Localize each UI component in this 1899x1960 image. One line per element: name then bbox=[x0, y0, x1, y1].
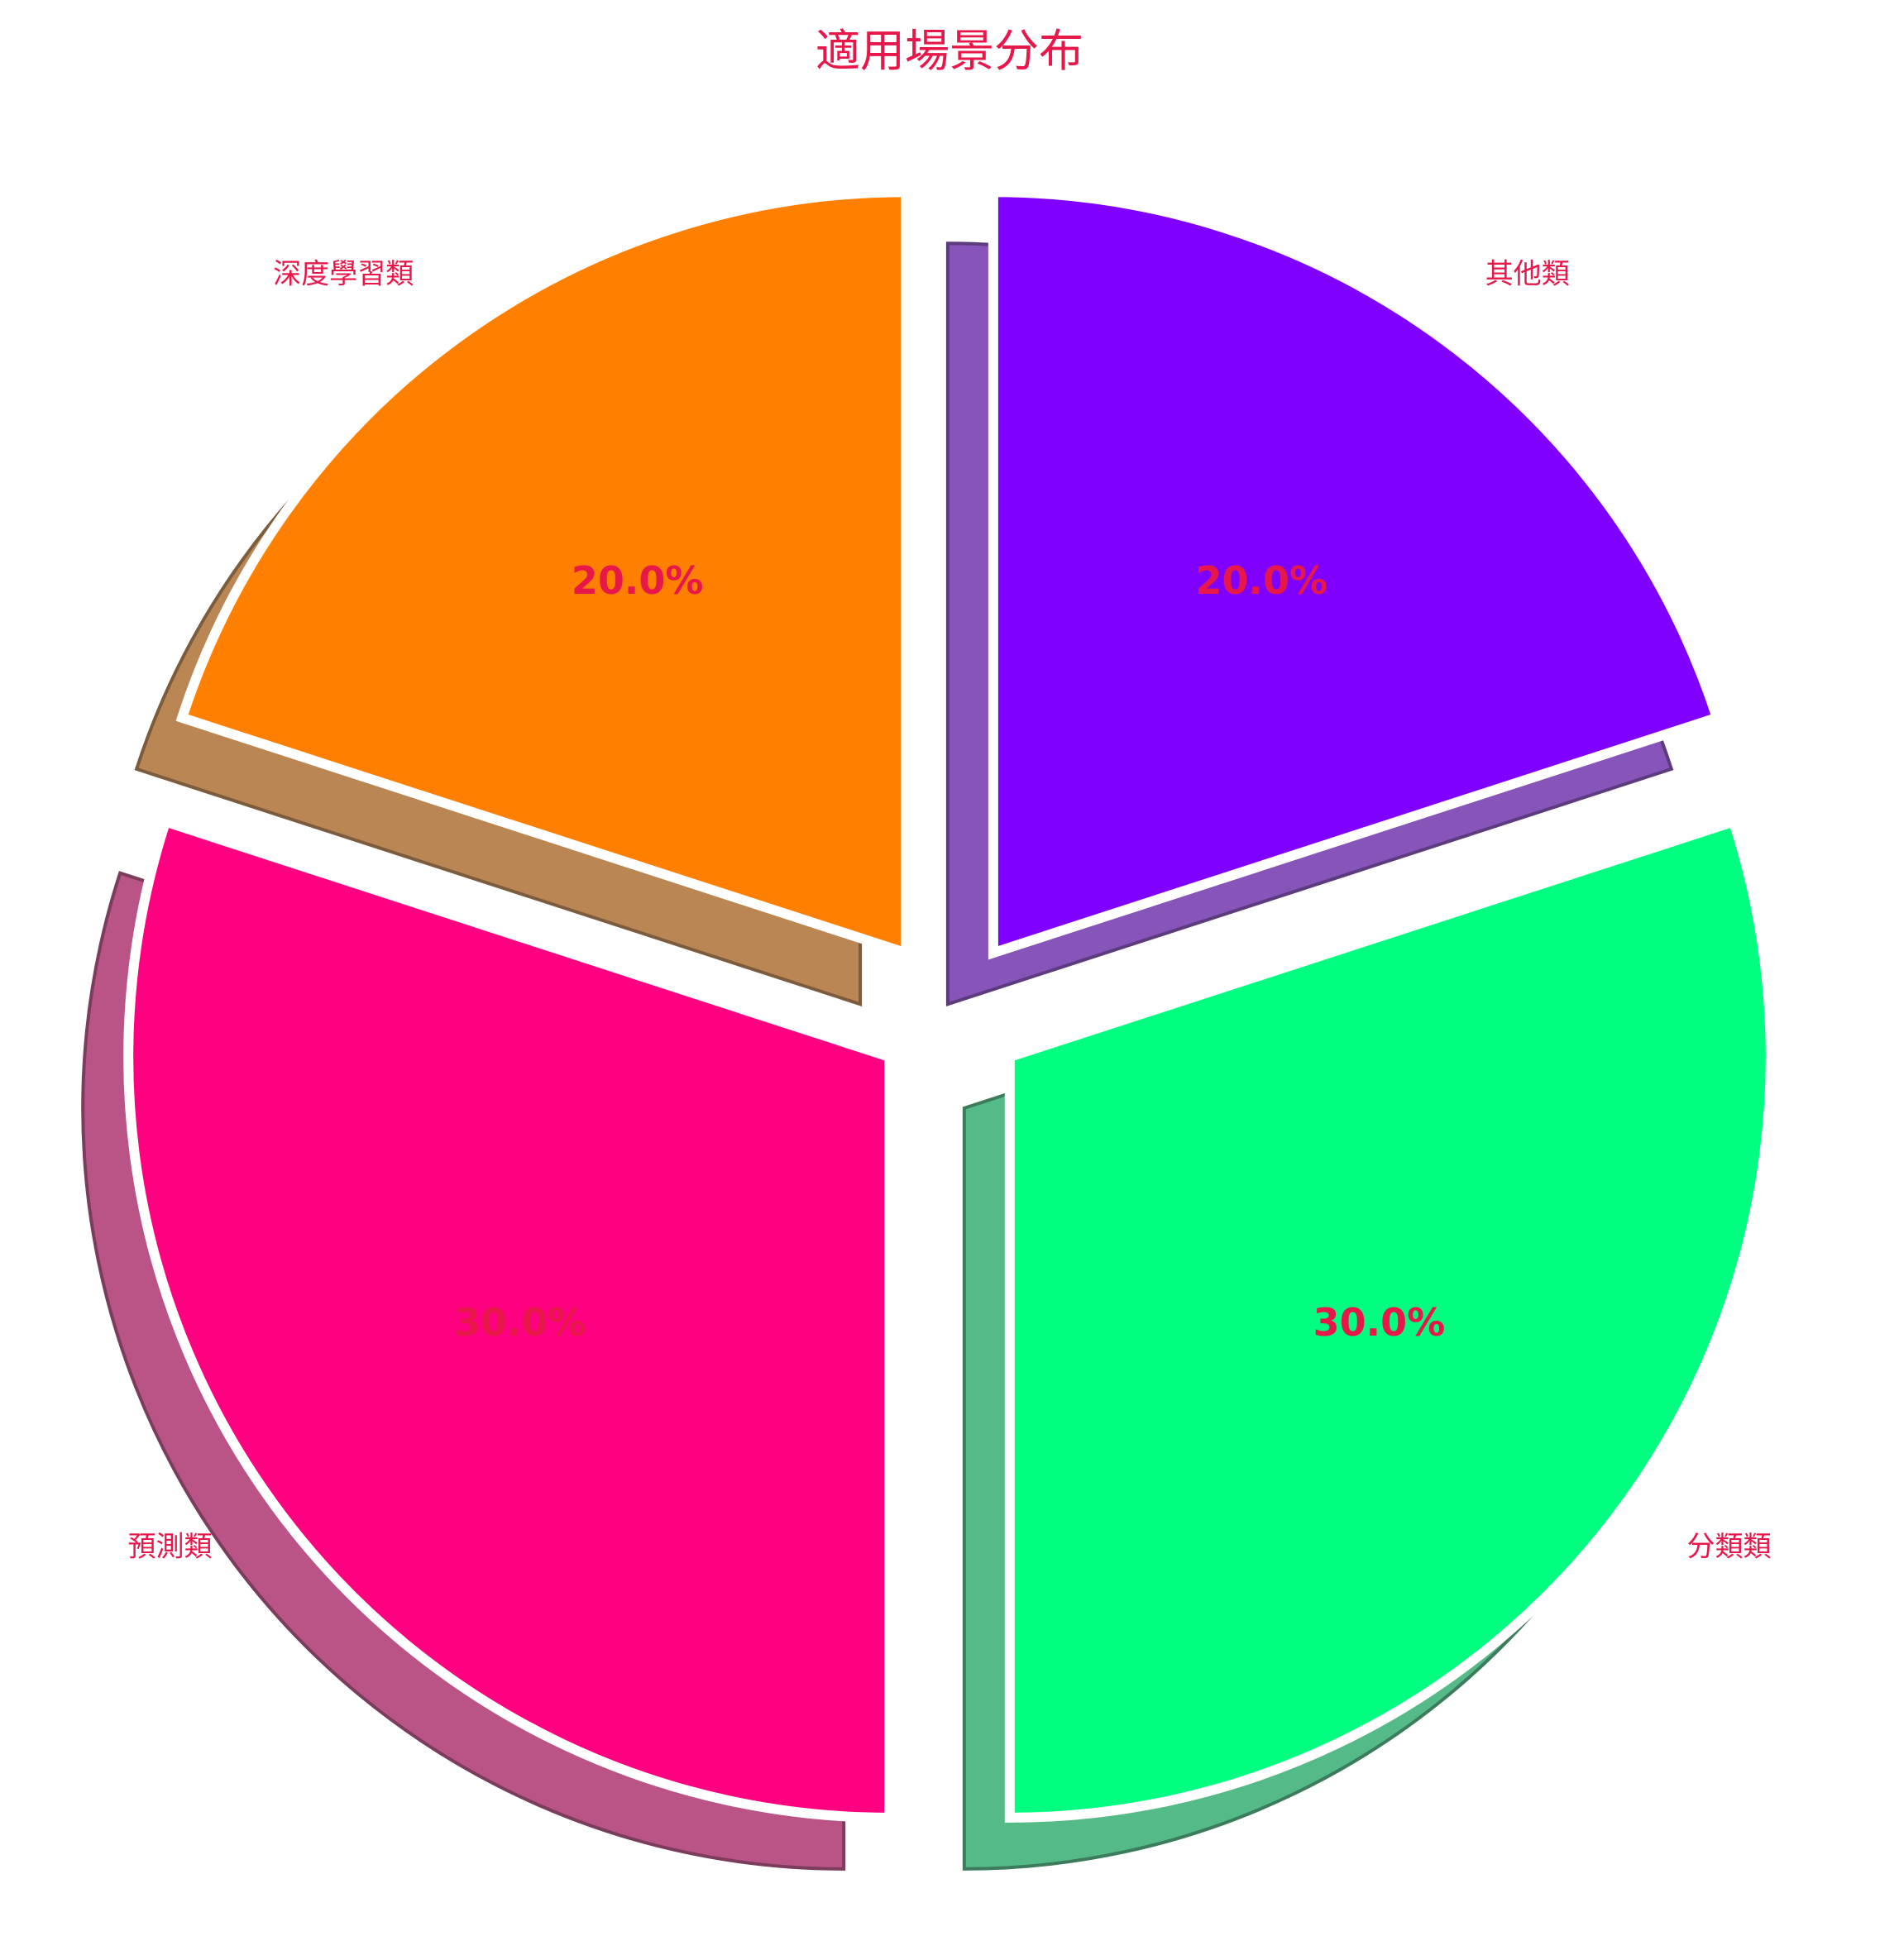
slice-3-category-label: 其他類 bbox=[1485, 257, 1570, 290]
slice-2 bbox=[1004, 815, 1776, 1823]
slice-3-percent-label: 20.0% bbox=[1196, 558, 1328, 603]
slice-0-percent-label: 20.0% bbox=[572, 558, 704, 603]
slice-2-percent-label: 30.0% bbox=[1313, 1300, 1446, 1345]
slice-3 bbox=[988, 187, 1724, 960]
slice-layer bbox=[123, 187, 1776, 1823]
slice-1-category-label: 預測類 bbox=[127, 1531, 212, 1564]
chart-title: 適用場景分布 bbox=[816, 25, 1083, 77]
label-layer: 20.0% 深度學習類 30.0% 預測類 30.0% 分類類 20.0% 其他類 bbox=[127, 257, 1771, 1563]
slice-1-percent-label: 30.0% bbox=[454, 1300, 586, 1345]
slice-2-category-label: 分類類 bbox=[1687, 1531, 1772, 1564]
slice-0 bbox=[175, 187, 911, 960]
slice-0-category-label: 深度學習類 bbox=[273, 257, 414, 290]
slice-1 bbox=[123, 815, 895, 1823]
